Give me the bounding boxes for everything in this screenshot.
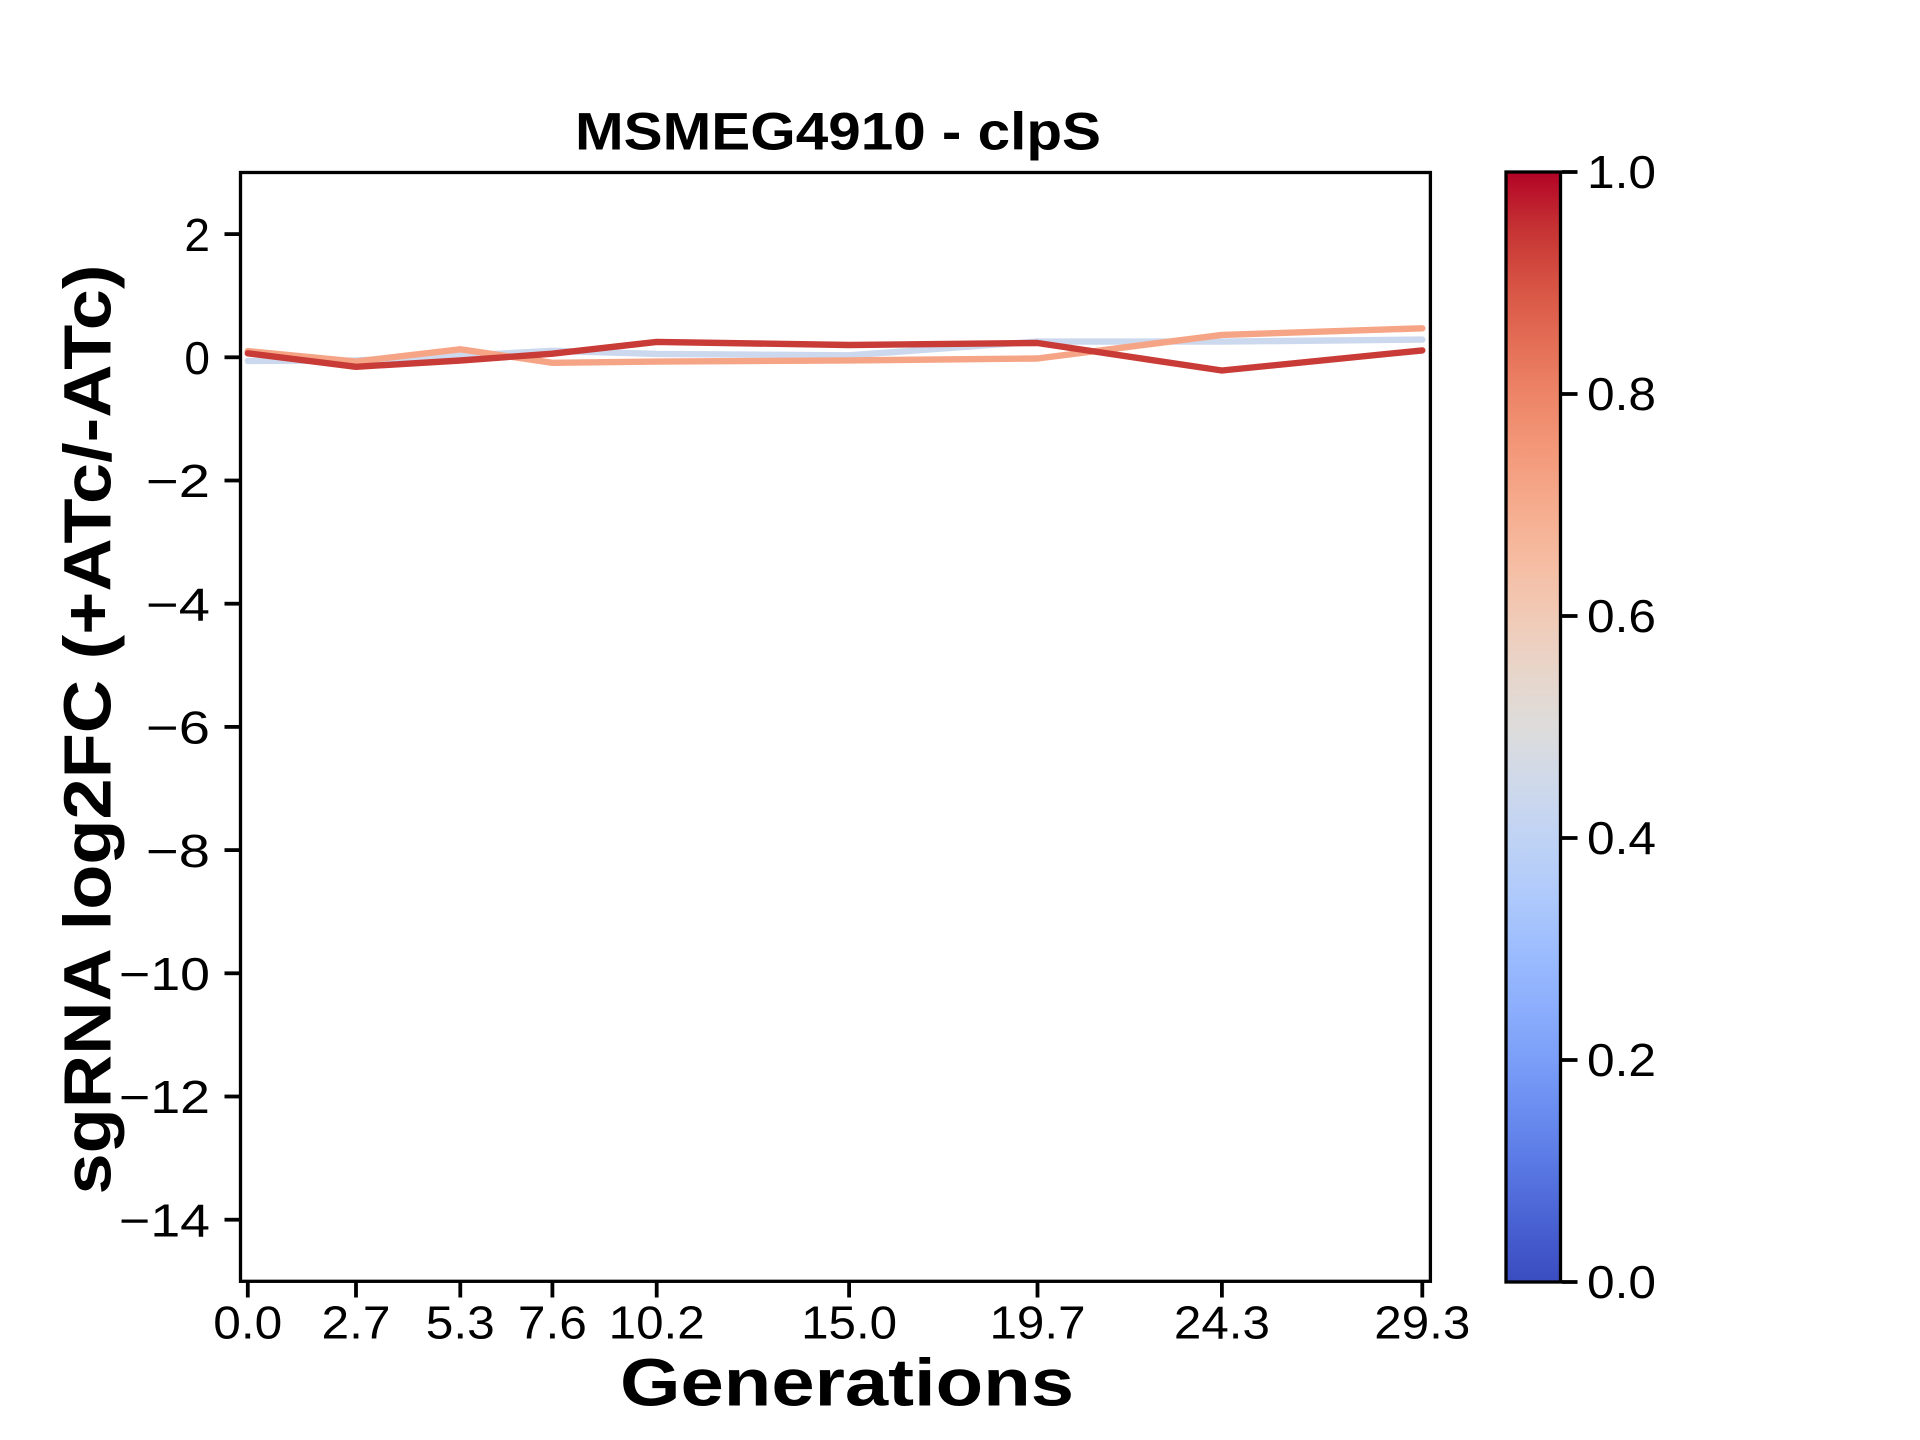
svg-text:−10: −10 [119,948,210,1000]
svg-text:0.4: 0.4 [1587,812,1656,864]
svg-text:29.3: 29.3 [1374,1297,1470,1349]
svg-text:−12: −12 [119,1071,210,1123]
svg-text:24.3: 24.3 [1174,1297,1270,1349]
svg-text:15.0: 15.0 [801,1297,897,1349]
svg-text:1.0: 1.0 [1587,146,1656,198]
svg-text:−4: −4 [146,578,210,630]
svg-text:2.7: 2.7 [322,1297,391,1349]
svg-text:−6: −6 [146,702,210,754]
svg-text:0.0: 0.0 [213,1297,282,1349]
svg-text:0.6: 0.6 [1587,590,1656,642]
svg-text:0.8: 0.8 [1587,368,1656,420]
svg-text:10.2: 10.2 [609,1297,705,1349]
svg-text:0.0: 0.0 [1587,1256,1656,1308]
svg-text:0: 0 [184,332,210,384]
svg-text:5.3: 5.3 [426,1297,495,1349]
svg-text:sgRNA log2FC (+ATc/-ATc): sgRNA log2FC (+ATc/-ATc) [51,265,126,1195]
svg-text:−14: −14 [119,1194,210,1246]
svg-text:MSMEG4910 - clpS: MSMEG4910 - clpS [575,103,1101,162]
svg-text:7.6: 7.6 [518,1297,587,1349]
svg-text:Generations: Generations [620,1346,1074,1421]
svg-text:−2: −2 [146,455,210,507]
svg-text:2: 2 [184,209,210,261]
svg-text:0.2: 0.2 [1587,1034,1656,1086]
svg-text:−8: −8 [146,825,210,877]
svg-text:19.7: 19.7 [990,1297,1086,1349]
